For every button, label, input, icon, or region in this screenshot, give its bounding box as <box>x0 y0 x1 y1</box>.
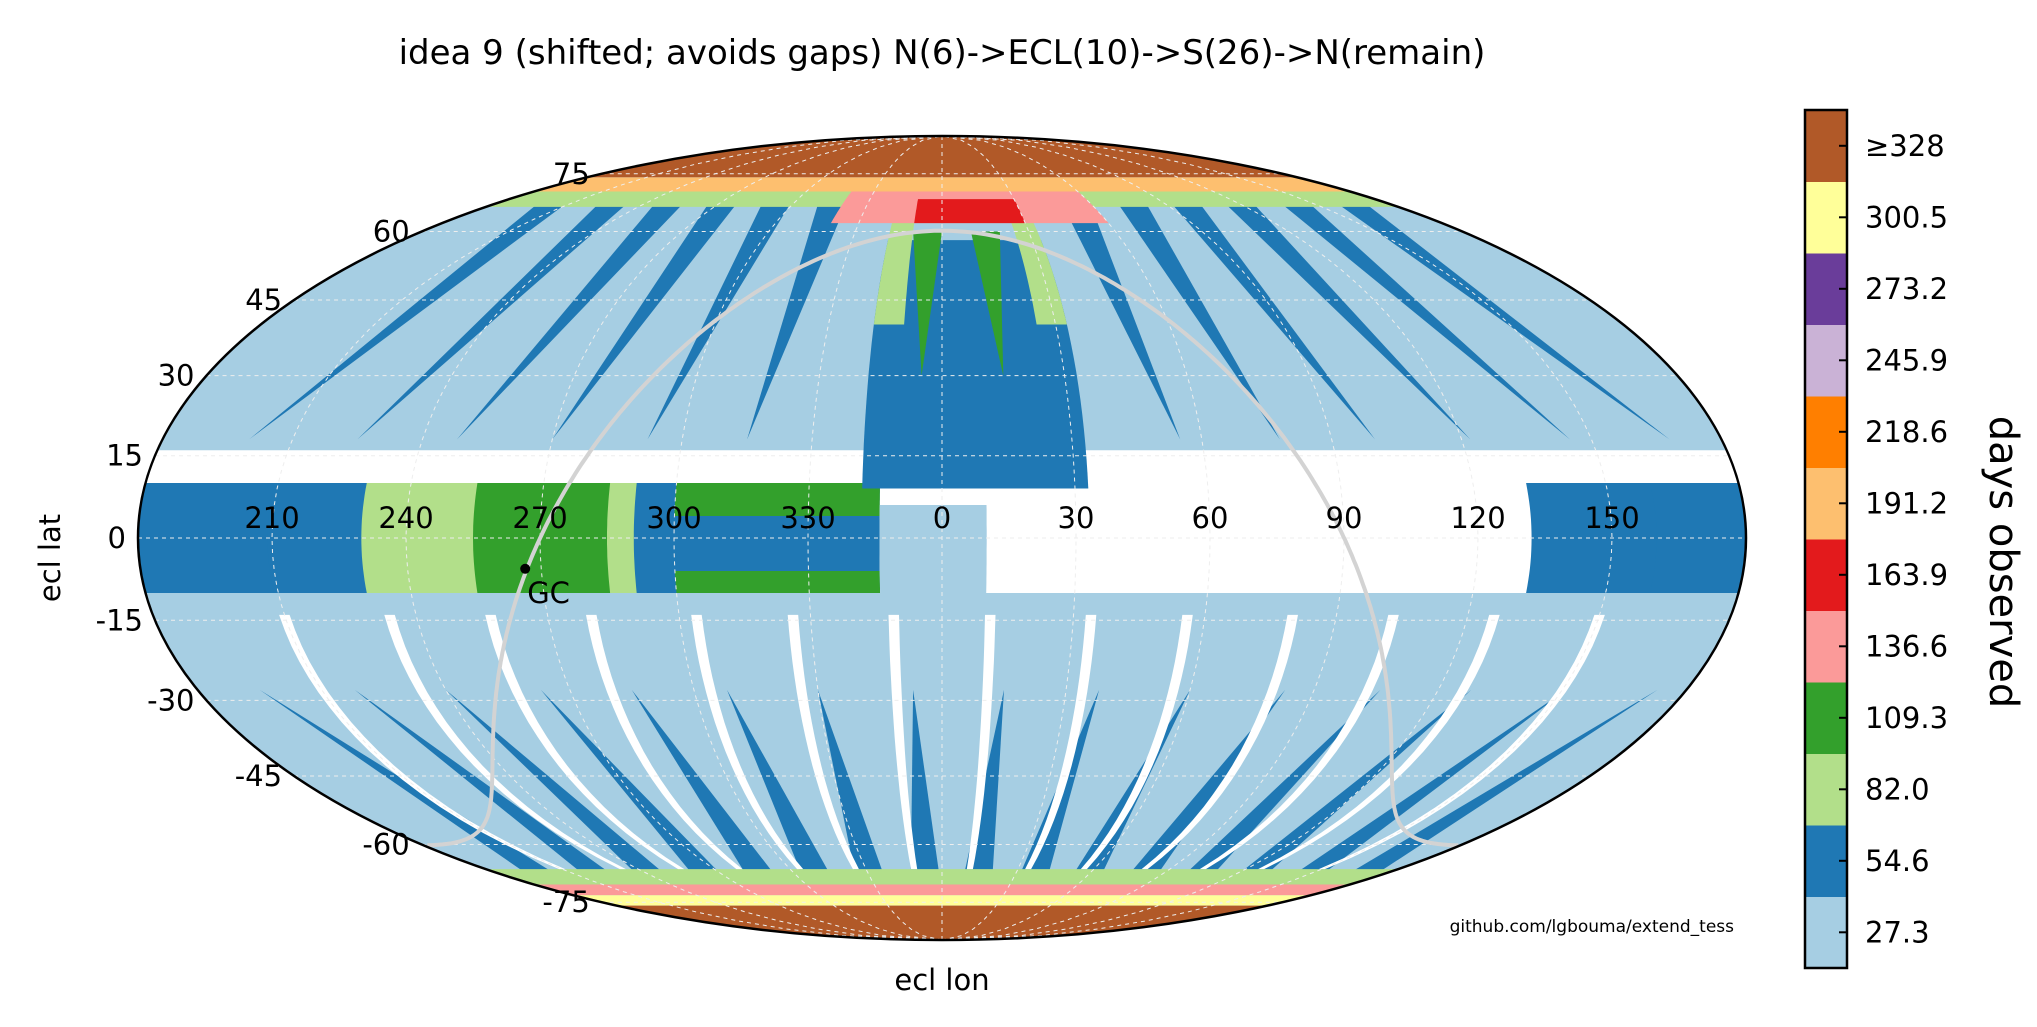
south-seam-9 <box>1080 614 1193 870</box>
lat-tick-label: 60 <box>373 215 410 249</box>
south-seam-8 <box>1025 614 1097 870</box>
ecliptic-gap-center <box>879 505 1746 593</box>
ecliptic-band-light <box>879 505 987 593</box>
north-wedge-11 <box>1331 199 1670 440</box>
lon-tick-label: 150 <box>1584 501 1639 535</box>
north-wedge-7 <box>1114 199 1280 440</box>
south-wedge-3 <box>540 689 724 877</box>
north-lobe-wedge-b <box>970 231 1004 376</box>
north-wedge-1 <box>357 199 633 440</box>
north-wedge-5 <box>747 199 849 440</box>
lon-tick-label: 240 <box>378 501 433 535</box>
gc-point <box>520 563 531 574</box>
north-wedge-10 <box>1275 199 1570 440</box>
lon-tick-label: 270 <box>512 501 567 535</box>
lat-tick-labels: 75 60 45 30 15 0 -15 -30 -45 -60 -75 <box>96 157 590 919</box>
colorbar-tick-label: 54.6 <box>1865 844 1930 878</box>
colorbar-frame <box>1803 108 1849 970</box>
south-seam-6 <box>888 614 918 870</box>
coverage-regions <box>138 136 1746 940</box>
lat-tick-label: 30 <box>158 359 195 393</box>
colorbar: 27.3 54.6 82.0 109.3 136.6 163.9 191.2 218.6 245… <box>1803 108 1948 970</box>
south-seam-3 <box>586 614 743 870</box>
north-wedge-3 <box>552 199 741 440</box>
lon-tick-label: 330 <box>780 501 835 535</box>
lon-tick-label: 210 <box>244 501 299 535</box>
ecliptic-band-west <box>1526 483 1657 593</box>
y-axis-label: ecl lat <box>33 514 67 602</box>
south-ring-green <box>486 869 1398 885</box>
south-ring-yellow <box>573 895 1311 906</box>
colorbar-tick-label: 191.2 <box>1865 486 1948 520</box>
colorbar-tick-label: 109.3 <box>1865 701 1948 735</box>
chart-title: idea 9 (shifted; avoids gaps) N(6)->ECL(… <box>399 33 1486 73</box>
south-wedge-2 <box>445 689 669 877</box>
lon-tick-label: 30 <box>1058 501 1095 535</box>
credit-text: github.com/lgbouma/extend_tess <box>1450 917 1735 937</box>
north-wedge-2 <box>457 199 688 440</box>
north-wedge-0 <box>249 199 573 440</box>
lon-tick-label: 90 <box>1326 501 1363 535</box>
colorbar-tick-label: 82.0 <box>1865 772 1930 806</box>
lat-tick-label: -45 <box>235 759 282 793</box>
south-wedge-13 <box>1235 689 1472 877</box>
lat-tick-label: -60 <box>362 828 409 862</box>
lon-tick-label: 0 <box>933 501 951 535</box>
colorbar-tick-label: ≥328 <box>1865 129 1945 163</box>
galactic-center-marker: GC <box>520 563 570 610</box>
colorbar-tick-label: 245.9 <box>1865 343 1948 377</box>
lat-tick-label: -30 <box>147 683 194 717</box>
colorbar-tick-label: 136.6 <box>1865 629 1948 663</box>
south-wedge-14 <box>1290 689 1567 877</box>
lon-grid-line <box>941 136 1345 940</box>
ecliptic-band-darkgreen-2 <box>674 483 881 516</box>
lon-tick-label: 60 <box>1192 501 1229 535</box>
lat-tick-label: 75 <box>553 157 590 191</box>
galactic-plane-line <box>427 228 1459 848</box>
north-lobe-wedge-a <box>913 231 942 376</box>
north-ring-red <box>914 199 1026 224</box>
north-wedge-8 <box>1167 199 1375 440</box>
lat-tick-label: 15 <box>106 439 143 473</box>
north-wedge-9 <box>1220 199 1471 440</box>
lon-tick-label: 300 <box>646 501 701 535</box>
gc-label: GC <box>527 576 570 610</box>
lon-grid-line <box>539 136 943 940</box>
grid-lines <box>138 136 1746 940</box>
lon-grid-line <box>941 136 1211 940</box>
south-wedge-5 <box>727 689 832 877</box>
colorbar-tick-label: 27.3 <box>1865 915 1930 949</box>
south-seam-5 <box>787 614 859 870</box>
south-wedge-12 <box>1182 689 1381 877</box>
south-wedge-11 <box>1126 689 1286 877</box>
colorbar-tick-label: 273.2 <box>1865 272 1948 306</box>
x-axis-label: ecl lon <box>894 963 989 997</box>
north-lobe-edge-a <box>873 214 916 325</box>
lat-tick-label: 45 <box>245 283 282 317</box>
ecliptic-band-darkgreen-3 <box>674 571 881 593</box>
map-border <box>136 134 1748 942</box>
south-wedge-4 <box>631 689 777 877</box>
lat-tick-label: -15 <box>96 603 143 637</box>
south-seam-4 <box>691 614 804 870</box>
colorbar-tick-label: 163.9 <box>1865 558 1948 592</box>
north-wedge-6 <box>1059 199 1181 440</box>
south-wedge-1 <box>354 689 616 877</box>
colorbar-tick-label: 300.5 <box>1865 200 1948 234</box>
south-wedge-6 <box>817 689 885 877</box>
south-seam-7 <box>966 614 996 870</box>
lon-tick-label: 120 <box>1450 501 1505 535</box>
south-seam-10 <box>1141 614 1298 870</box>
colorbar-tick-label: 218.6 <box>1865 415 1948 449</box>
lat-tick-label: -75 <box>542 885 589 919</box>
lat-tick-label: 0 <box>108 521 126 555</box>
sky-map <box>138 136 1746 940</box>
south-wedge-7 <box>910 689 940 877</box>
lon-grid-line <box>673 136 943 940</box>
south-wedge-15 <box>1343 689 1658 877</box>
colorbar-label: days observed <box>1980 416 2026 709</box>
